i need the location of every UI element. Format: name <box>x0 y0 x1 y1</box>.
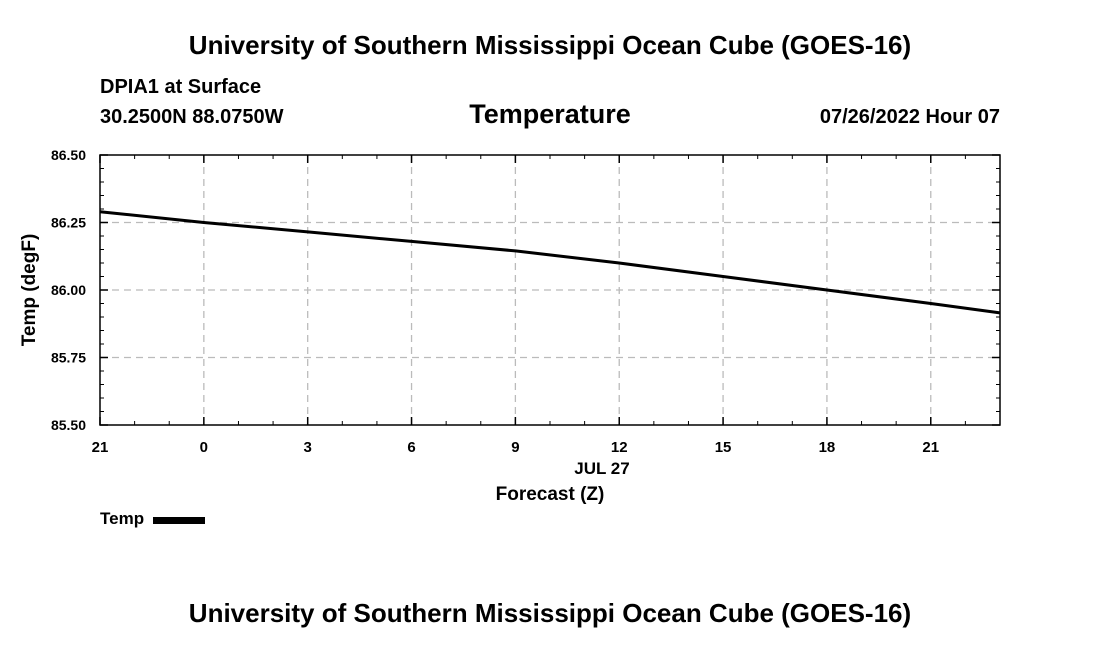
x-tick-label: 3 <box>304 439 312 456</box>
y-tick-label: 86.50 <box>51 147 86 163</box>
x-tick-label: 15 <box>715 439 732 456</box>
x-tick-label: 18 <box>819 439 836 456</box>
x-tick-label: 21 <box>922 439 939 456</box>
legend-label: Temp <box>100 509 145 528</box>
footer-title: University of Southern Mississippi Ocean… <box>188 598 912 628</box>
x-tick-label: 21 <box>92 439 109 456</box>
tick-labels: 21 0 3 6 9 12 15 18 21 85.50 85.75 86.00 86.25 86.50 <box>51 147 939 456</box>
x-tick-label: 12 <box>611 439 628 456</box>
series-layer <box>99 210 1001 315</box>
y-tick-label: 86.25 <box>51 215 86 231</box>
y-tick-label: 85.50 <box>51 417 86 433</box>
axis-ticks <box>99 154 1001 426</box>
valid-time-label: 07/26/2022 Hour 07 <box>819 106 1000 128</box>
series-line-temp <box>99 210 1001 315</box>
y-tick-label: 85.75 <box>51 350 86 366</box>
legend: Temp <box>100 509 206 529</box>
x-axis-label: Forecast (Z) <box>496 484 605 505</box>
y-axis-label: Temp (degF) <box>19 234 40 347</box>
y-tick-label: 86.00 <box>51 282 86 298</box>
legend-line-swatch <box>153 516 206 524</box>
grid <box>100 155 1000 425</box>
date-label: JUL 27 <box>574 459 629 478</box>
chart-title: Temperature <box>469 99 631 129</box>
temperature-chart: 21 0 3 6 9 12 15 18 2185.5085.7586.0086.2586.50 … <box>19 147 1001 505</box>
x-tick-label: 9 <box>511 439 519 456</box>
x-tick-label: 6 <box>407 439 415 456</box>
station-label: DPIA1 at Surface <box>100 76 262 98</box>
coordinates-label: 30.2500N 88.0750W <box>100 106 284 128</box>
page-title: University of Southern Mississippi Ocean… <box>188 30 912 60</box>
x-tick-label: 0 <box>200 439 208 456</box>
